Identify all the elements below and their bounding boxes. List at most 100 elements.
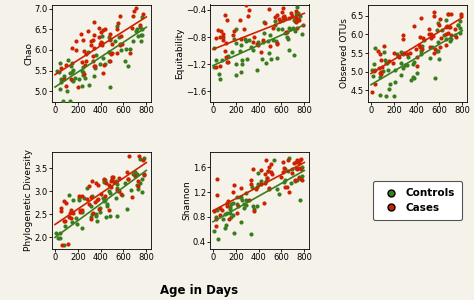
Point	[223, 204, 231, 208]
Point	[409, 61, 417, 66]
Point	[237, 194, 244, 199]
Point	[139, 33, 146, 38]
Point	[368, 89, 376, 94]
Point	[297, 198, 304, 203]
Point	[70, 68, 77, 73]
Point	[124, 64, 132, 69]
Point	[106, 84, 114, 89]
Point	[102, 181, 110, 186]
Point	[95, 26, 102, 30]
Point	[282, 167, 289, 172]
Point	[288, 171, 296, 176]
Point	[132, 5, 139, 10]
Point	[287, 180, 294, 185]
Point	[81, 63, 88, 68]
Point	[134, 172, 141, 176]
Point	[283, 29, 290, 34]
Point	[91, 63, 99, 68]
Point	[270, 158, 278, 163]
Point	[237, 219, 245, 224]
Point	[278, 10, 286, 15]
Point	[285, 190, 293, 194]
Point	[264, 38, 272, 43]
Point	[455, 22, 462, 27]
Point	[267, 162, 275, 167]
Point	[124, 207, 131, 212]
Point	[116, 175, 123, 180]
Point	[114, 20, 122, 25]
Point	[105, 35, 113, 40]
Point	[270, 26, 277, 31]
Point	[420, 38, 428, 43]
Point	[245, 8, 253, 13]
Point	[106, 191, 114, 196]
Point	[297, 156, 304, 161]
Point	[274, 27, 282, 32]
Point	[390, 94, 398, 99]
Point	[229, 32, 237, 37]
Point	[261, 20, 269, 25]
Point	[265, 185, 273, 190]
Point	[54, 69, 61, 74]
Point	[60, 98, 67, 103]
Point	[293, 166, 301, 171]
Point	[129, 14, 137, 19]
Point	[254, 182, 262, 187]
Point	[293, 157, 301, 162]
Point	[457, 11, 465, 16]
Point	[282, 30, 289, 34]
Point	[294, 16, 302, 21]
Point	[287, 11, 295, 16]
Point	[117, 34, 125, 38]
Point	[380, 50, 388, 54]
Point	[236, 49, 243, 53]
Point	[434, 40, 441, 45]
Point	[90, 32, 98, 37]
Point	[261, 181, 269, 186]
Point	[279, 159, 286, 164]
Point	[263, 176, 270, 180]
Point	[284, 168, 292, 173]
Point	[89, 53, 97, 58]
Point	[292, 166, 300, 170]
Point	[124, 177, 132, 182]
Point	[273, 186, 281, 191]
Point	[113, 26, 120, 31]
Point	[215, 71, 223, 76]
Point	[56, 60, 64, 65]
Point	[296, 14, 303, 19]
Point	[226, 217, 233, 222]
Point	[66, 99, 73, 104]
Point	[435, 56, 443, 61]
Point	[447, 36, 454, 41]
Point	[249, 204, 257, 208]
Point	[279, 17, 286, 22]
Point	[374, 48, 382, 53]
Point	[122, 47, 130, 52]
Point	[454, 23, 462, 28]
Point	[126, 154, 133, 159]
Point	[238, 197, 246, 202]
Point	[265, 51, 273, 56]
Point	[133, 182, 141, 187]
Point	[60, 198, 68, 203]
Point	[385, 86, 393, 91]
Point	[442, 36, 449, 41]
Point	[109, 51, 116, 56]
Point	[298, 178, 305, 182]
Point	[212, 65, 219, 70]
Point	[257, 181, 264, 186]
Point	[96, 210, 103, 214]
Point	[268, 172, 276, 177]
Point	[221, 49, 228, 54]
Point	[376, 93, 383, 98]
Point	[413, 71, 421, 76]
Point	[428, 45, 436, 50]
Point	[210, 64, 218, 69]
Point	[66, 211, 73, 215]
Point	[61, 218, 68, 223]
Point	[132, 169, 139, 174]
Point	[219, 208, 226, 213]
Point	[223, 59, 230, 64]
Point	[137, 33, 145, 38]
